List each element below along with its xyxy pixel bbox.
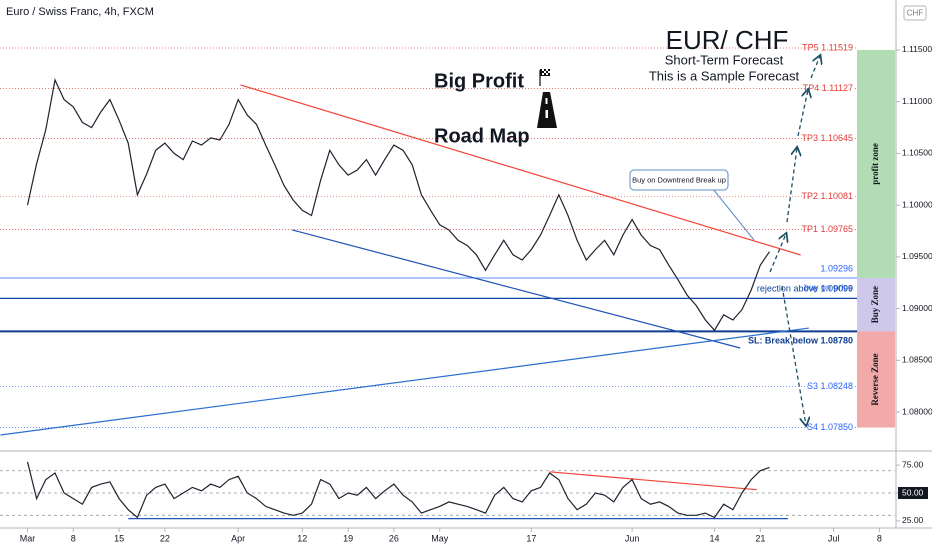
callout-text: Buy on Downtrend Break up xyxy=(632,175,726,184)
y-tick-label: 1.10000 xyxy=(902,199,932,209)
forecast-arrows xyxy=(769,56,820,425)
x-tick-label: 15 xyxy=(114,533,124,543)
x-tick-label: 21 xyxy=(755,533,765,543)
symbol: Euro / Swiss Franc, 4h, FXCM xyxy=(6,6,154,18)
zone xyxy=(857,49,895,278)
level-label-bg xyxy=(808,42,855,54)
y-tick-label: 1.08500 xyxy=(902,355,932,365)
trendline xyxy=(240,84,801,256)
road-text: Big Profit xyxy=(434,70,524,92)
currency-box xyxy=(903,5,927,21)
level-label-bg xyxy=(808,380,855,393)
y-tick-label: 50.00 xyxy=(902,487,924,497)
level-note: buy on price xyxy=(804,282,853,292)
level-label-bg xyxy=(808,190,855,203)
y-tick-label: 25.00 xyxy=(902,515,924,525)
road-icon xyxy=(537,69,557,128)
forecast-note: This is a Sample Forecast xyxy=(649,68,800,83)
y-tick-label: 1.08000 xyxy=(902,406,932,416)
level-label: 1.09296 xyxy=(820,263,853,273)
level-label: rejection above 1.09099 xyxy=(757,284,853,294)
y-tick-label: 75.00 xyxy=(902,459,924,469)
trendline xyxy=(292,229,741,349)
x-tick-label: Jun xyxy=(625,533,640,543)
zone-label: profit zone xyxy=(870,143,880,185)
trendline xyxy=(549,471,757,491)
level-label: SL: Break below 1.08780 xyxy=(748,336,853,346)
y-tick-label: 1.11000 xyxy=(902,96,932,106)
x-tick-label: Mar xyxy=(20,533,36,543)
y-tick-label: 1.09500 xyxy=(902,251,932,261)
x-tick-label: 14 xyxy=(710,533,720,543)
level-label: TP4 1.11127 xyxy=(803,83,853,93)
x-tick-label: 26 xyxy=(389,533,399,543)
x-tick-label: Apr xyxy=(231,533,245,543)
y-tick-label: 1.11500 xyxy=(902,44,932,54)
x-tick-label: 22 xyxy=(160,533,170,543)
currency: CHF xyxy=(907,9,924,18)
zone-label: Reverse Zone xyxy=(870,353,880,405)
level-label: S3 1.08248 xyxy=(807,381,853,391)
zone xyxy=(857,331,895,428)
price-line xyxy=(26,78,770,332)
level-label: TP2 1.10081 xyxy=(801,191,853,201)
level-label: S4 1.07850 xyxy=(807,422,853,432)
price-pane: profit zone Buy Zone Reverse Zone TP5 1.115… xyxy=(0,42,895,436)
y-tick-box xyxy=(898,487,928,500)
x-tick-label: 17 xyxy=(526,533,536,543)
level-label-bg xyxy=(808,132,855,145)
x-tick-label: Jul xyxy=(828,533,840,543)
zone xyxy=(857,277,895,332)
trendline xyxy=(0,327,809,436)
rsi-pane xyxy=(0,461,895,520)
level-label-bg xyxy=(808,421,855,434)
road-text: Road Map xyxy=(434,125,530,147)
x-tick-label: 8 xyxy=(877,533,882,543)
y-tick-label: 1.09000 xyxy=(902,303,932,313)
price-line xyxy=(26,461,770,519)
forecast-subtitle: Short-Term Forecast xyxy=(665,52,784,67)
y-tick-label: 1.10500 xyxy=(902,148,932,158)
callout: Buy on Downtrend Break up xyxy=(629,169,755,241)
level-label-bg xyxy=(808,82,855,95)
x-tick-label: 19 xyxy=(343,533,353,543)
x-tick-label: May xyxy=(431,533,449,543)
x-tick-label: 8 xyxy=(71,533,76,543)
level-label: TP5 1.11519 xyxy=(802,42,853,52)
zone-label: Buy Zone xyxy=(870,286,880,323)
level-label: TP3 1.10645 xyxy=(801,133,853,143)
x-tick-label: 12 xyxy=(297,533,307,543)
level-label: TP1 1.09765 xyxy=(801,224,853,234)
level-label-bg xyxy=(808,223,855,236)
forecast-title: EUR/ CHF xyxy=(666,25,789,55)
